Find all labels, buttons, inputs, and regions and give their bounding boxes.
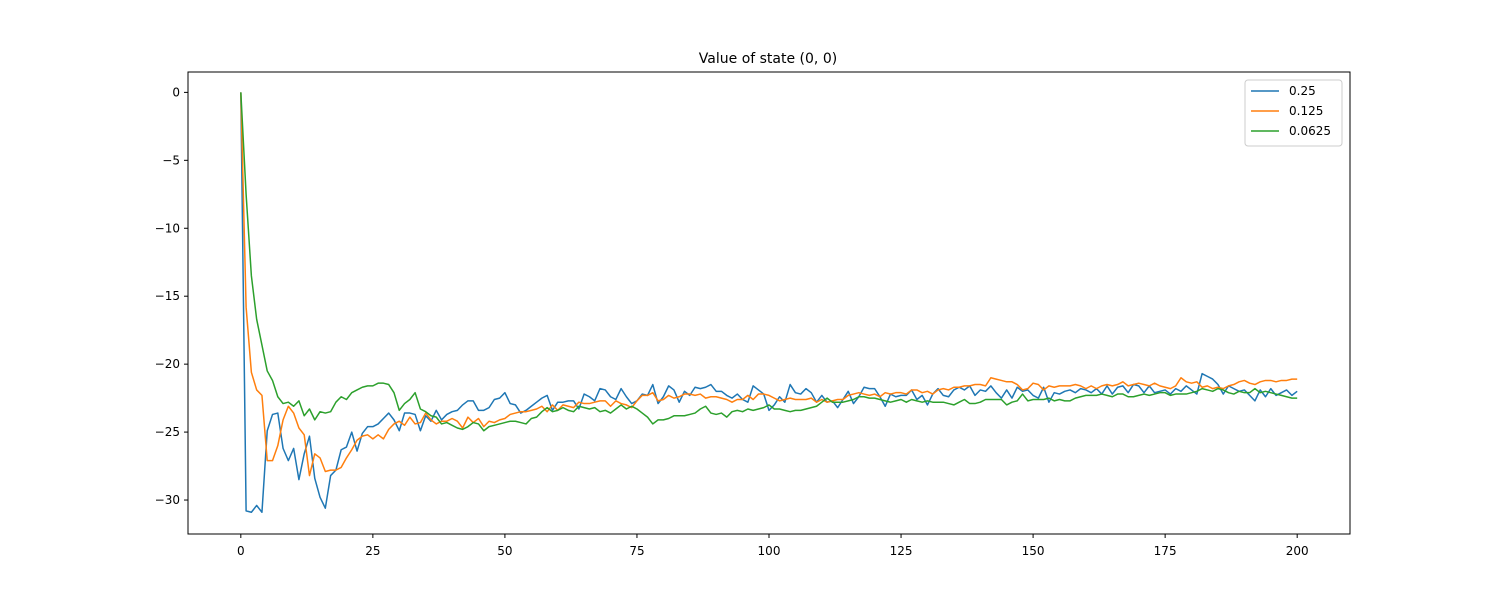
x-tick-label: 25: [365, 544, 380, 558]
x-tick-label: 125: [890, 544, 913, 558]
series-line-1: [240, 92, 1298, 477]
x-axis: 0 25 50 75 100 125 150 175 200: [237, 534, 1309, 558]
x-tick-label: 175: [1154, 544, 1177, 558]
series-line-0: [240, 92, 1298, 514]
y-tick-label: −10: [155, 221, 180, 235]
x-tick-label: 75: [629, 544, 644, 558]
y-axis: 0 −5 −10 −15 −20 −25 −30: [155, 85, 188, 507]
x-tick-label: 0: [237, 544, 245, 558]
legend-label-2: 0.0625: [1289, 124, 1331, 138]
legend: 0.25 0.125 0.0625: [1244, 79, 1343, 147]
y-tick-label: −5: [162, 153, 180, 167]
y-tick-label: −30: [155, 493, 180, 507]
y-tick-label: −20: [155, 357, 180, 371]
x-tick-label: 50: [497, 544, 512, 558]
y-tick-label: −15: [155, 289, 180, 303]
legend-label-1: 0.125: [1289, 104, 1323, 118]
legend-label-0: 0.25: [1289, 84, 1316, 98]
legend-box: [1244, 79, 1343, 147]
chart-title: Value of state (0, 0): [699, 51, 837, 67]
series-line-2: [240, 92, 1298, 432]
x-tick-label: 150: [1022, 544, 1045, 558]
x-tick-label: 200: [1286, 544, 1309, 558]
y-tick-label: −25: [155, 425, 180, 439]
x-tick-label: 100: [758, 544, 781, 558]
series-layer: [240, 92, 1298, 514]
y-tick-label: 0: [172, 85, 180, 99]
